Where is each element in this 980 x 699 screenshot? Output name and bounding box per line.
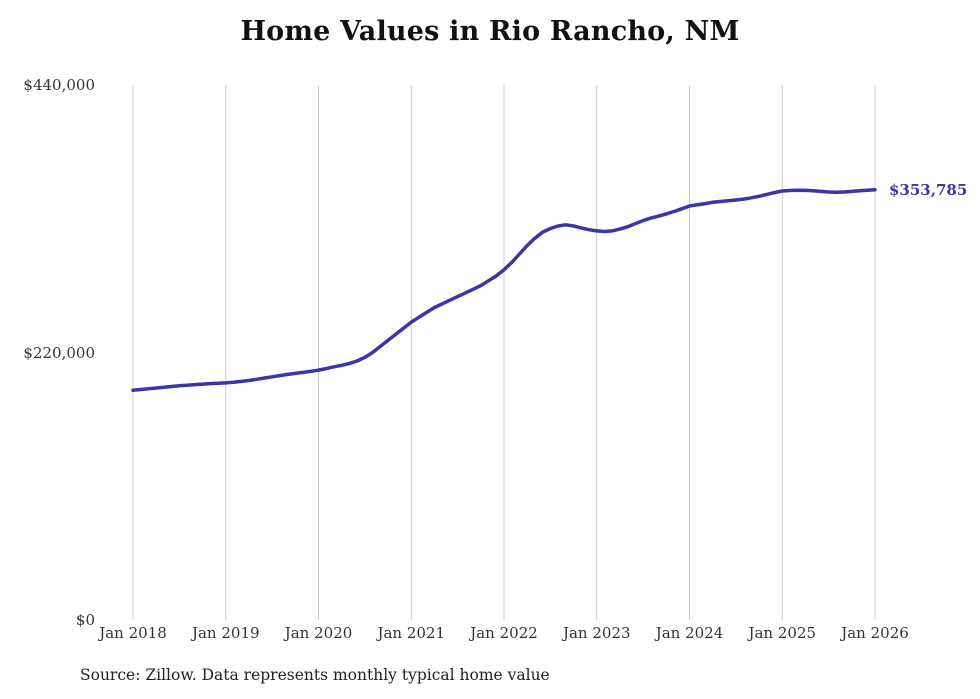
- y-axis-tick-label: $0: [75, 611, 95, 629]
- current-value-label: $353,785: [889, 180, 968, 199]
- y-axis-tick-label: $220,000: [23, 343, 95, 362]
- x-axis-tick-label: Jan 2020: [284, 624, 353, 642]
- x-axis-tick-label: Jan 2021: [377, 624, 446, 642]
- source-note: Source: Zillow. Data represents monthly …: [80, 666, 550, 684]
- x-axis-tick-label: Jan 2022: [470, 624, 538, 642]
- x-axis-tick-label: Jan 2019: [191, 624, 260, 642]
- chart-title: Home Values in Rio Rancho, NM: [240, 16, 740, 47]
- x-axis-tick-label: Jan 2024: [655, 624, 724, 642]
- home-value-line: [131, 188, 877, 392]
- x-axis-tick-label: Jan 2026: [841, 624, 909, 642]
- x-axis-tick-label: Jan 2025: [748, 624, 817, 642]
- x-axis-tick-label: Jan 2018: [99, 624, 167, 642]
- x-axis-tick-label: Jan 2023: [562, 624, 631, 642]
- y-axis-tick-label: $440,000: [23, 76, 95, 94]
